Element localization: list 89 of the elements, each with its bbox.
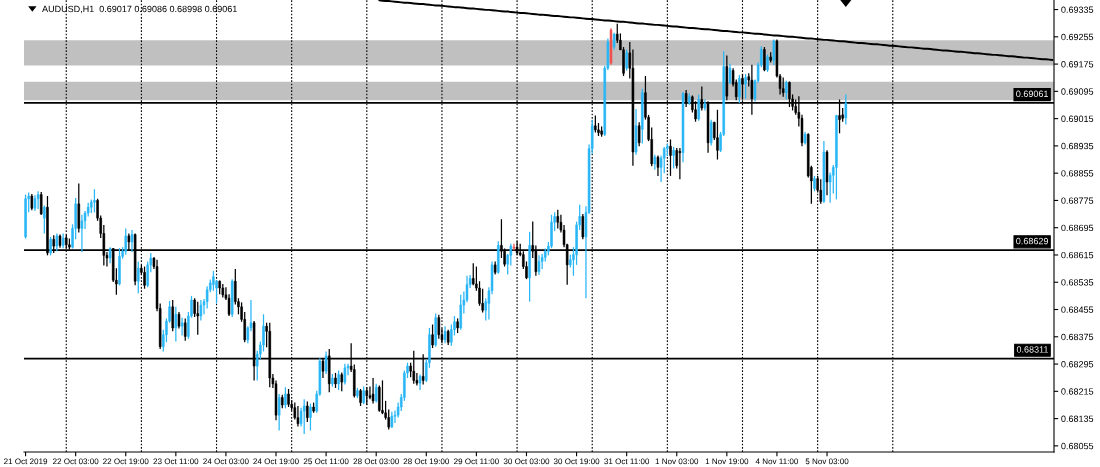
- x-tick-label: 28 Oct 03:00: [353, 458, 399, 465]
- x-tick-label: 30 Oct 03:00: [503, 458, 550, 465]
- x-tick-label: 22 Oct 19:00: [103, 458, 149, 465]
- candlestick: [343, 363, 347, 386]
- candlestick: [43, 204, 46, 235]
- y-tick-label: 0.69175: [1061, 61, 1094, 68]
- y-tick-label: 0.68135: [1061, 415, 1094, 422]
- candlestick: [697, 93, 700, 122]
- x-tick-label: 5 Nov 03:00: [805, 458, 849, 465]
- candlestick: [118, 247, 121, 286]
- candlestick: [637, 121, 641, 147]
- y-tick-label: 0.68295: [1061, 361, 1094, 368]
- x-tick-label: 1 Nov 19:00: [705, 458, 749, 465]
- x-tick-label: 24 Oct 19:00: [253, 458, 299, 465]
- candlestick: [459, 294, 462, 331]
- candlestick: [309, 402, 312, 432]
- candlestick: [785, 80, 788, 101]
- candlestick: [24, 194, 27, 240]
- candlestick: [781, 76, 785, 98]
- candlestick: [371, 377, 375, 405]
- candlestick: [728, 63, 732, 85]
- candlestick: [356, 387, 359, 399]
- candlestick: [302, 398, 306, 435]
- candlestick: [337, 369, 340, 391]
- y-tick-label: 0.68055: [1061, 442, 1094, 450]
- x-tick-label: 1 Nov 03:00: [655, 458, 699, 465]
- candlestick: [763, 46, 766, 72]
- candlestick: [93, 188, 96, 213]
- candlestick: [716, 109, 719, 161]
- x-tick-label: 28 Oct 19:00: [403, 458, 450, 465]
- ref-line-label: 0.68629: [1016, 237, 1049, 245]
- candlestick: [456, 317, 459, 334]
- candlestick: [49, 236, 52, 256]
- y-tick-label: 0.68695: [1061, 224, 1094, 232]
- candlestick: [171, 299, 174, 332]
- candlestick: [669, 138, 672, 177]
- x-tick-label: 25 Oct 11:00: [303, 458, 349, 465]
- text: AUDUSD,H1 0.69017 0.69086 0.68998 0.69061: [42, 5, 237, 14]
- candlestick: [306, 400, 309, 423]
- candlestick: [180, 317, 184, 337]
- ref-line-label: 0.69061: [1016, 90, 1049, 97]
- x-tick-label: 31 Oct 11:00: [604, 458, 650, 465]
- candlestick: [199, 299, 203, 322]
- y-tick-label: 0.69255: [1061, 33, 1094, 41]
- candlestick: [738, 74, 741, 104]
- y-tick-label: 0.68935: [1061, 142, 1094, 150]
- x-tick-label: 30 Oct 19:00: [553, 458, 600, 465]
- y-tick-label: 0.69335: [1061, 6, 1094, 13]
- candlestick: [581, 213, 585, 240]
- candlestick: [374, 383, 378, 404]
- ref-line-label: 0.68311: [1016, 346, 1049, 353]
- y-tick-label: 0.68215: [1061, 388, 1094, 395]
- candlestick: [296, 405, 300, 428]
- candlestick: [312, 401, 315, 414]
- y-tick-label: 0.69095: [1061, 88, 1094, 95]
- candlestick: [556, 209, 560, 230]
- candlestick: [124, 227, 127, 256]
- y-tick-label: 0.68375: [1061, 333, 1094, 341]
- candlestick: [835, 114, 838, 201]
- candlestick: [196, 301, 199, 336]
- y-tick-label: 0.69015: [1061, 115, 1094, 122]
- candlestick: [284, 386, 287, 409]
- candlestick: [324, 350, 328, 375]
- y-tick-label: 0.68615: [1061, 251, 1094, 259]
- y-tick-label: 0.68775: [1061, 197, 1094, 204]
- x-tick-label: 23 Oct 11:00: [153, 458, 199, 465]
- x-tick-label: 24 Oct 03:00: [203, 458, 249, 465]
- candlestick: [359, 388, 362, 407]
- x-tick-label: 29 Oct 11:00: [454, 458, 499, 465]
- candlestick: [672, 146, 675, 170]
- x-tick-label: 4 Nov 11:00: [755, 458, 799, 465]
- candlestick: [625, 48, 628, 72]
- y-tick-label: 0.68855: [1061, 170, 1094, 177]
- candlestick: [80, 214, 84, 253]
- candlestick: [378, 384, 381, 413]
- candlestick: [340, 371, 344, 392]
- x-tick-label: 21 Oct 2019: [4, 458, 48, 465]
- x-tick-label: 22 Oct 03:00: [53, 458, 99, 465]
- candlestick: [678, 147, 682, 180]
- y-tick-label: 0.68455: [1061, 306, 1094, 313]
- candlestick: [537, 254, 541, 276]
- candlestick: [766, 53, 769, 73]
- candlestick: [183, 317, 187, 342]
- candlestick: [744, 73, 747, 100]
- y-tick-label: 0.68535: [1061, 279, 1094, 286]
- candlestick: [813, 175, 816, 192]
- candlestick: [137, 260, 140, 294]
- candlestick: [334, 372, 337, 389]
- candlestick: [431, 323, 434, 349]
